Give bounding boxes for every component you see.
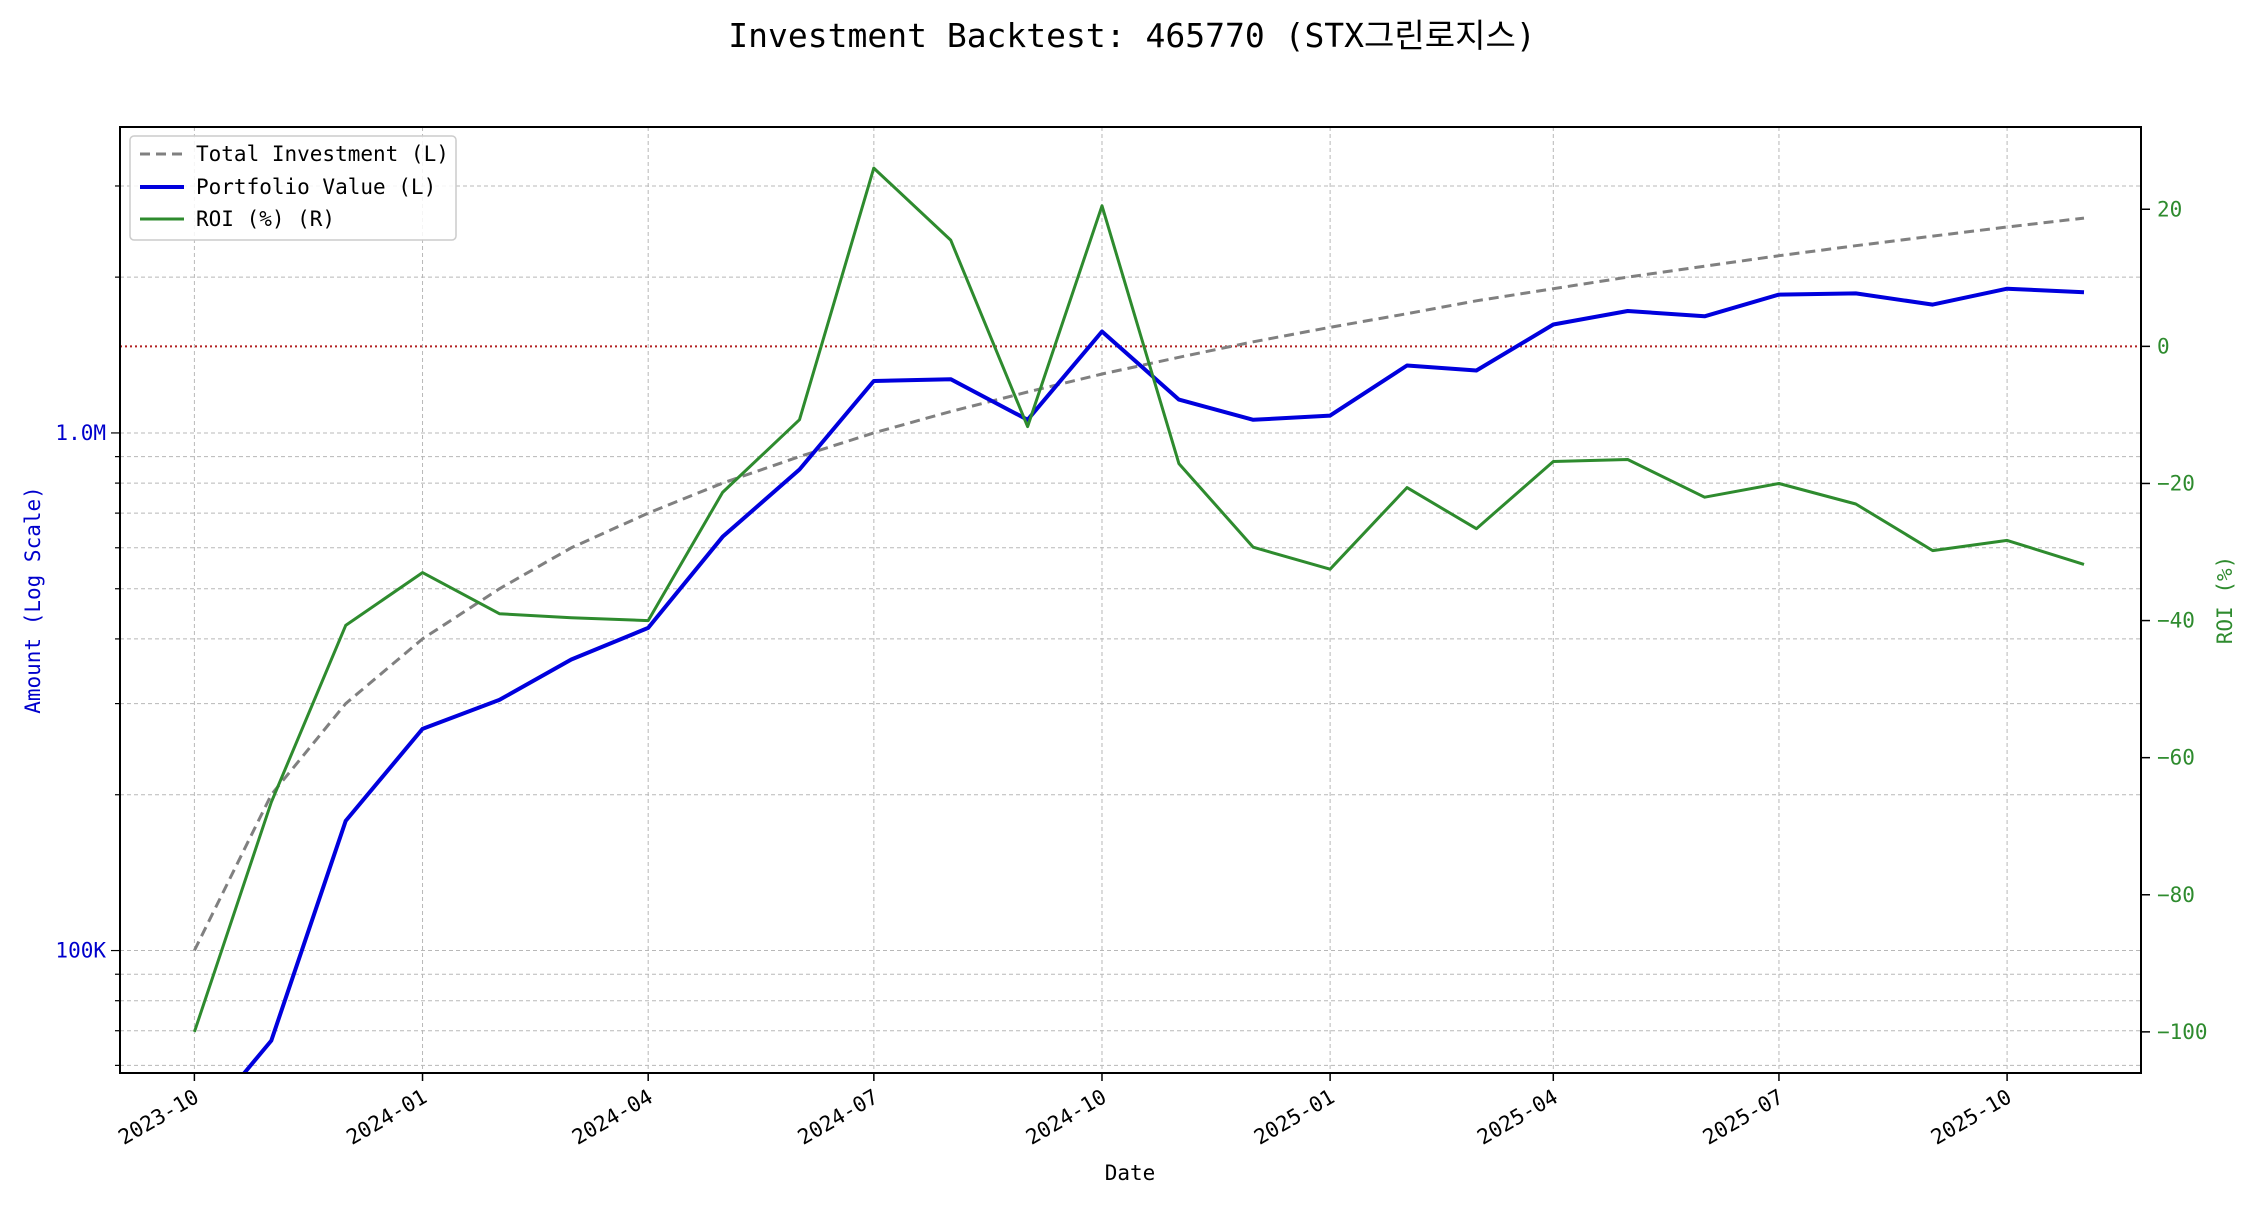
legend-label-roi: ROI (%) (R): [196, 207, 335, 231]
grid-layer: [120, 127, 2141, 1073]
legend-label-portfolio-value: Portfolio Value (L): [196, 175, 436, 199]
series-layer: [192, 166, 2085, 1073]
chart-title: Investment Backtest: 465770 (STX그린로지스): [728, 16, 1535, 55]
y-left-tick-label: 1.0M: [55, 421, 106, 445]
right-y-axis-label: ROI (%): [2213, 556, 2237, 645]
legend: Total Investment (L) Portfolio Value (L)…: [129, 135, 457, 241]
y-right-tick-label: −40: [2157, 609, 2195, 633]
left-y-axis-label: Amount (Log Scale): [21, 486, 45, 714]
legend-label-total-investment: Total Investment (L): [196, 142, 449, 166]
right-y-axis: 20 0 −20 −40 −60 −80 −100: [2141, 197, 2208, 1044]
legend-box: [129, 135, 457, 241]
y-right-tick-label: 0: [2157, 334, 2170, 358]
left-y-axis: 100K 1.0M: [55, 185, 120, 1066]
y-right-tick-label: −20: [2157, 471, 2195, 495]
y-right-tick-label: −80: [2157, 883, 2195, 907]
series-line-roi: [192, 166, 2085, 1033]
series-line-portfolio-value: [241, 286, 2085, 1073]
y-left-tick-label: 100K: [55, 939, 106, 963]
x-axis-label: Date: [1105, 1161, 1156, 1185]
y-right-tick-label: −60: [2157, 746, 2195, 770]
series-line-total-investment: [193, 216, 2085, 952]
y-right-tick-label: 20: [2157, 197, 2182, 221]
plot-frame: [119, 126, 2142, 1074]
y-right-tick-label: −100: [2157, 1020, 2208, 1044]
